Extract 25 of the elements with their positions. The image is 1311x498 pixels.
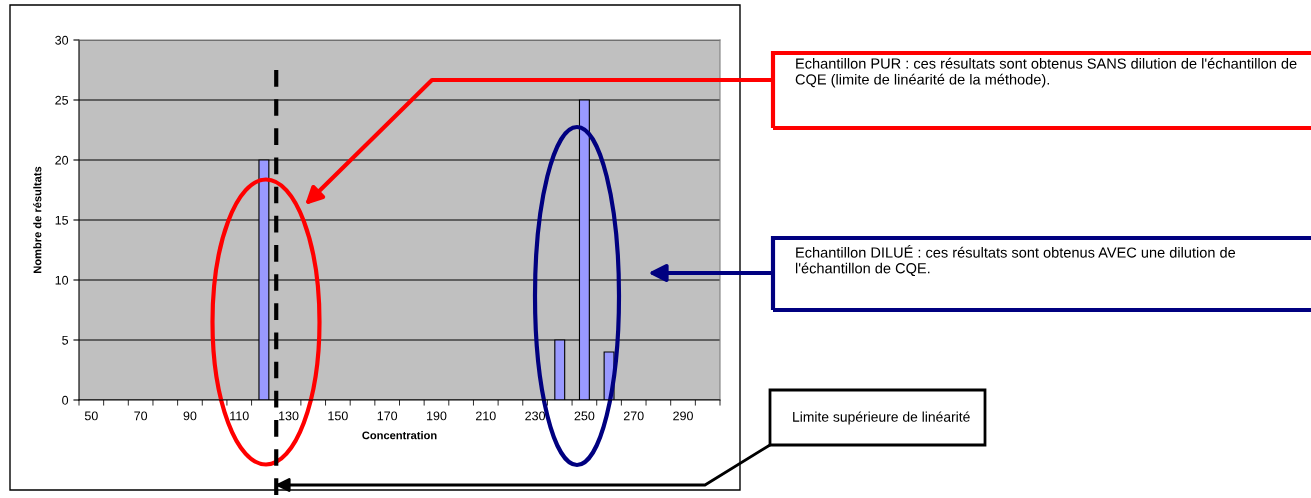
y-tick-label: 10: [55, 275, 69, 285]
x-tick-label: 130: [279, 411, 299, 421]
y-tick-label: 30: [55, 35, 69, 45]
y-tick-label: 15: [55, 215, 69, 225]
y-tick-label: 20: [55, 155, 69, 165]
x-tick-label: 290: [673, 411, 693, 421]
x-tick-label: 110: [230, 411, 249, 421]
x-tick-label: 230: [525, 411, 546, 421]
x-tick-label: 270: [623, 411, 644, 421]
x-tick-label: 90: [183, 411, 197, 421]
text: Echantillon DILUÉ : ces résultats sont obtenus AVEC une dilution de l'échantillon de CQE.: [795, 244, 1236, 277]
y-tick-label: 0: [62, 395, 69, 405]
y-tick-label: 5: [62, 335, 69, 345]
x-tick-label: 170: [377, 411, 398, 421]
y-axis-title: Nombre de résultats: [33, 166, 42, 273]
x-tick-label: 190: [427, 411, 447, 421]
x-tick-label: 210: [475, 411, 496, 421]
ref-line-label: Limite supérieure de linéarité: [793, 411, 970, 425]
x-tick-label: 250: [574, 411, 595, 421]
x-tick-label: 70: [134, 411, 148, 421]
x-axis-title: Concentration: [362, 431, 437, 440]
y-tick-label: 25: [55, 95, 69, 105]
x-tick-label: 150: [328, 411, 348, 421]
x-tick-label: 50: [84, 411, 98, 421]
text: Echantillon PUR : ces résultats sont obtenus SANS dilution de l'échantillon de CQE (limite de linéarité de la méthode).: [795, 57, 1297, 88]
